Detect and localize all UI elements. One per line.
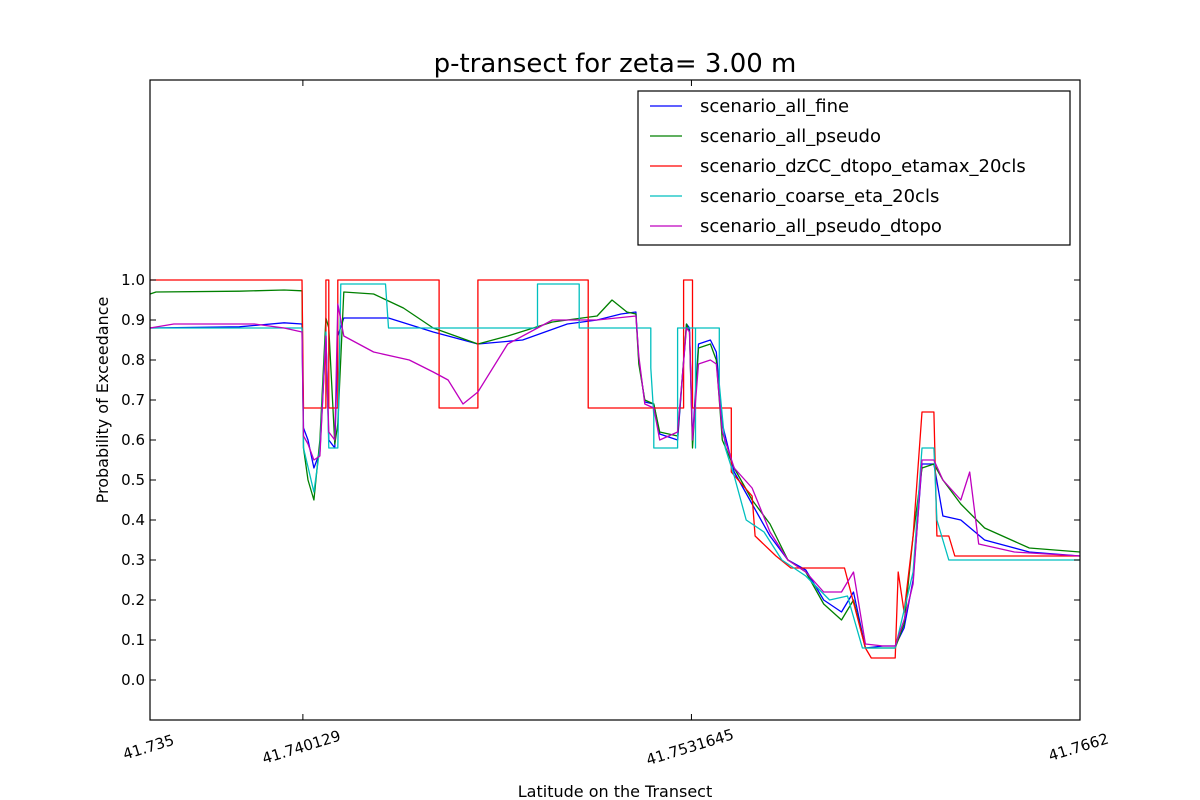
y-axis: 0.0 0.1 0.2 0.3 0.4 0.5 0.6 0.7 0.8 0.9 1.0 <box>121 271 1080 689</box>
chart-title: p-transect for zeta= 3.00 m <box>434 49 797 79</box>
y-tick-label: 0.9 <box>121 311 145 329</box>
y-tick-label: 0.2 <box>121 591 145 609</box>
y-tick-label: 1.0 <box>121 271 145 289</box>
legend-label: scenario_all_pseudo_dtopo <box>700 216 942 237</box>
legend-label: scenario_all_pseudo <box>700 126 881 147</box>
series-line-2 <box>150 279 1080 659</box>
legend: scenario_all_fine scenario_all_pseudoscen… <box>637 90 1071 246</box>
y-tick-label: 0.5 <box>121 471 145 489</box>
x-axis-title: Latitude on the Transect <box>518 782 713 800</box>
y-tick-label: 0.0 <box>121 671 145 689</box>
series-line-3 <box>150 283 1080 649</box>
legend-box <box>637 90 1071 246</box>
y-tick-label: 0.1 <box>121 631 145 649</box>
y-tick-label: 0.4 <box>121 511 145 529</box>
y-tick-label: 0.6 <box>121 431 145 449</box>
series-line-4 <box>149 303 1081 647</box>
legend-label: scenario_dzCC_dtopo_etamax_20cls <box>700 156 1026 177</box>
series-layer <box>149 279 1081 659</box>
legend-label: scenario_coarse_eta_20cls <box>700 186 939 207</box>
y-tick-label: 0.7 <box>121 391 145 409</box>
legend-label: scenario_all_fine <box>700 96 849 117</box>
y-axis-title: Probability of Exceedance <box>93 297 112 504</box>
y-tick-label: 0.8 <box>121 351 145 369</box>
y-tick-label: 0.3 <box>121 551 145 569</box>
